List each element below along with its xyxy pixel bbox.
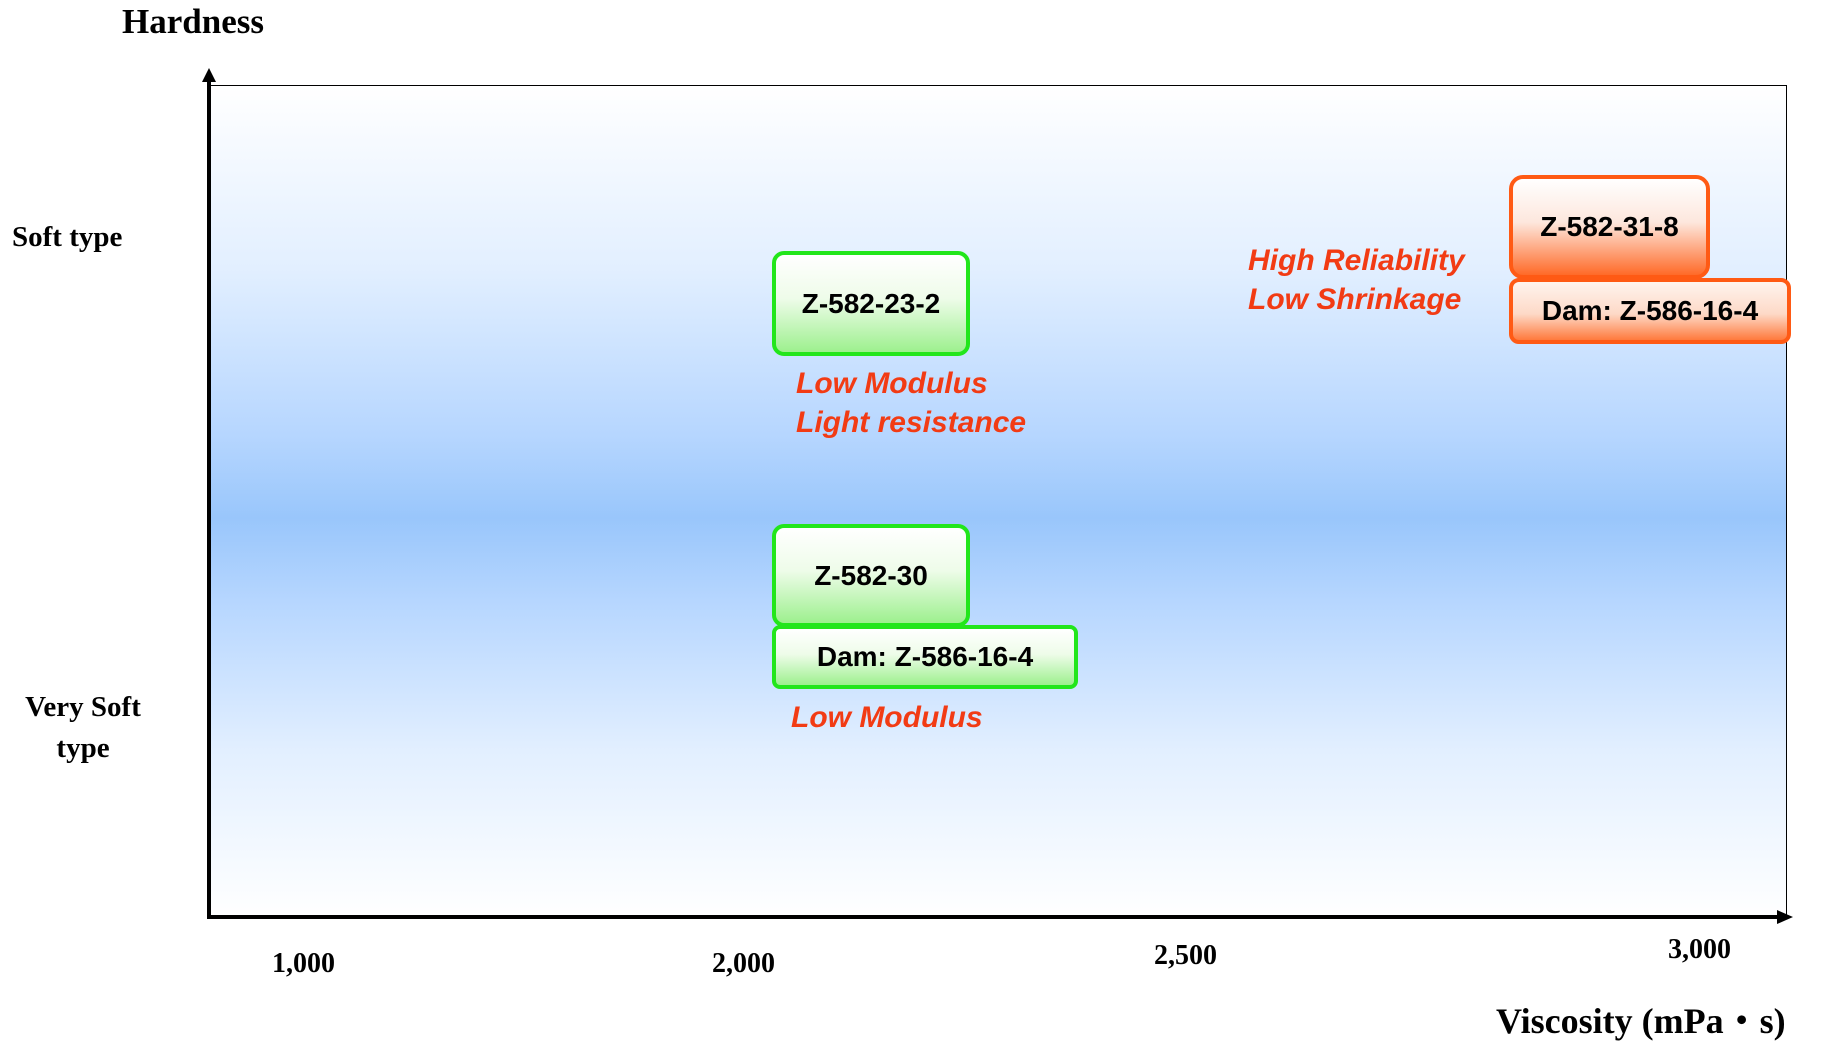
y-category-very-soft-line1: Very Soft — [25, 691, 141, 723]
feature-note: Low Shrinkage — [1248, 283, 1462, 316]
x-axis-line — [207, 915, 1778, 919]
feature-note: Light resistance — [796, 406, 1027, 439]
y-category-very-soft-line2: type — [56, 732, 110, 764]
feature-note: Low Modulus — [791, 701, 983, 734]
y-category-very-soft: Very Soft type — [8, 687, 158, 769]
x-tick-label: 1,000 — [272, 948, 335, 979]
x-axis-arrow-icon — [1777, 910, 1793, 924]
product-box-z-582-30: Z-582-30 — [772, 524, 970, 627]
y-category-soft: Soft type — [12, 221, 123, 253]
y-axis-title: Hardness — [122, 2, 264, 41]
y-axis-line — [207, 78, 211, 919]
x-tick-label: 2,000 — [712, 948, 775, 979]
dam-box-z-586-16-4: Dam: Z-586-16-4 — [772, 625, 1078, 689]
product-box-z-582-23-2: Z-582-23-2 — [772, 251, 970, 356]
dam-box-z-586-16-4-orange: Dam: Z-586-16-4 — [1509, 278, 1791, 344]
x-axis-title: Viscosity (mPa・s) — [1496, 1001, 1786, 1041]
y-axis-arrow-icon — [202, 68, 216, 82]
feature-note: High Reliability — [1248, 244, 1465, 277]
product-box-z-582-31-8: Z-582-31-8 — [1509, 175, 1710, 279]
x-tick-label: 3,000 — [1668, 934, 1731, 965]
feature-note: Low Modulus — [796, 367, 988, 400]
x-tick-label: 2,500 — [1154, 940, 1217, 971]
